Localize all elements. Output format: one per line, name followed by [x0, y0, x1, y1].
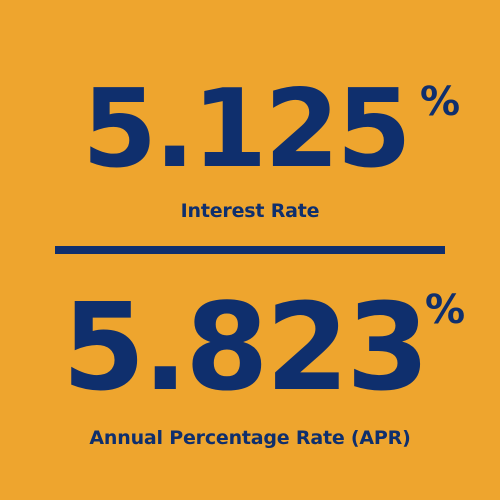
- apr-label: Annual Percentage Rate (APR): [89, 427, 411, 449]
- interest-rate-value: 5.125: [82, 67, 412, 192]
- section-divider: [55, 246, 445, 254]
- interest-rate-label: Interest Rate: [180, 200, 320, 222]
- interest-percent-symbol: %: [420, 79, 461, 125]
- apr-value: 5.823: [62, 279, 430, 418]
- apr-percent-symbol: %: [425, 287, 466, 333]
